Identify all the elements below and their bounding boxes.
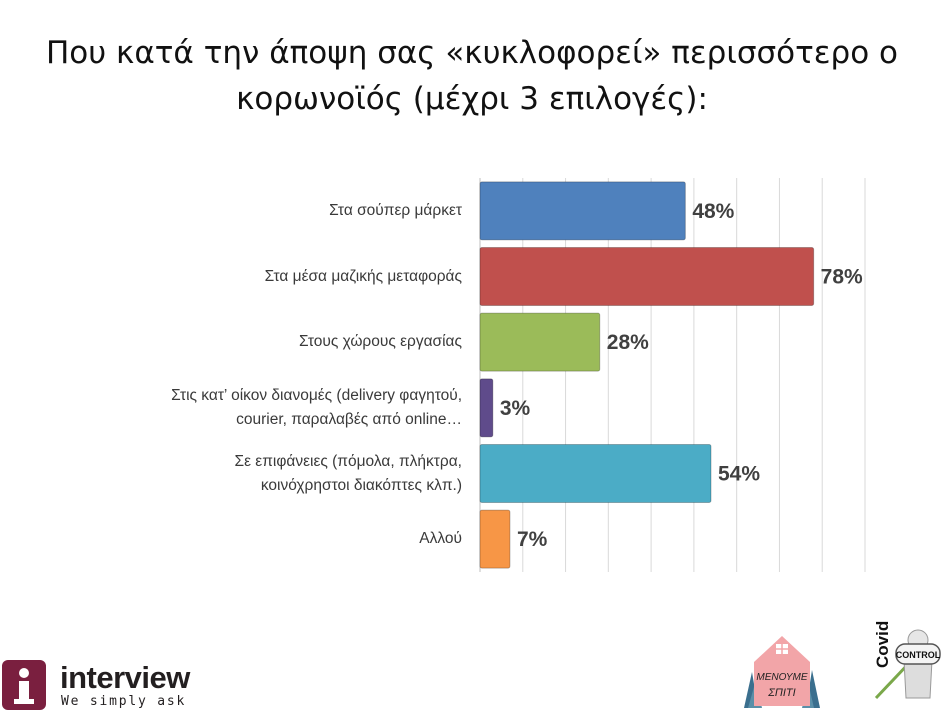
interview-logo: interview We simply ask <box>0 656 215 714</box>
bar <box>479 312 601 372</box>
category-label: Σε επιφάνειες (πόμολα, πλήκτρα, κοινόχρησ… <box>235 450 463 498</box>
covid-control-icon: Covid CONTROL <box>873 621 941 700</box>
chart-title-line-1: Που κατά την άποψη σας «κυκλοφορεί» περι… <box>45 35 898 71</box>
data-label: 48% <box>692 200 734 223</box>
data-label: 28% <box>607 331 649 354</box>
stay-home-word-1: ΜΕΝΟΥΜΕ <box>756 672 807 683</box>
logo-name: interview <box>60 660 190 695</box>
category-label-line: courier, παραλαβές από online… <box>236 410 462 428</box>
data-label: 3% <box>500 397 531 420</box>
category-label-line: Στις κατ’ οίκον διανομές (delivery φαγητ… <box>171 386 462 404</box>
bar <box>479 444 712 503</box>
category-label-line: Στους χώρους εργασίας <box>298 333 462 351</box>
stay-home-badge-icon: ΜΕΝΟΥΜΕ ΣΠΙΤΙ <box>744 636 820 708</box>
bar <box>479 181 686 241</box>
category-label: Στις κατ’ οίκον διανομές (delivery φαγητ… <box>171 384 462 432</box>
chart-title: Που κατά την άποψη σας «κυκλοφορεί» περι… <box>0 30 944 122</box>
category-label-line: Στα σούπερ μάρκετ <box>329 201 462 219</box>
category-label-line: Στα μέσα μαζικής μεταφοράς <box>264 267 462 285</box>
bar <box>479 509 511 569</box>
data-label: 7% <box>517 528 548 551</box>
covid-word: Covid <box>873 621 892 668</box>
category-label-line: Αλλού <box>419 530 462 548</box>
chart-title-line-2: κορωνοϊός (μέχρι 3 επιλογές): <box>236 81 708 117</box>
data-label: 54% <box>718 463 760 486</box>
category-label: Στα σούπερ μάρκετ <box>329 199 462 223</box>
category-label-line: κοινόχρηστοι διακόπτες κλπ.) <box>260 476 462 494</box>
stay-home-word-2: ΣΠΙΤΙ <box>767 687 795 699</box>
control-word: CONTROL <box>896 650 941 660</box>
category-label: Στους χώρους εργασίας <box>299 330 462 354</box>
category-label: Στα μέσα μαζικής μεταφοράς <box>265 265 462 289</box>
bar <box>479 247 815 306</box>
category-label-line: Σε επιφάνειες (πόμολα, πλήκτρα, <box>234 452 463 470</box>
data-label: 78% <box>821 266 863 289</box>
logo-i-icon <box>2 660 46 710</box>
category-label: Αλλού <box>419 527 462 551</box>
bar <box>479 378 494 438</box>
logo-tagline: We simply ask <box>61 694 187 709</box>
